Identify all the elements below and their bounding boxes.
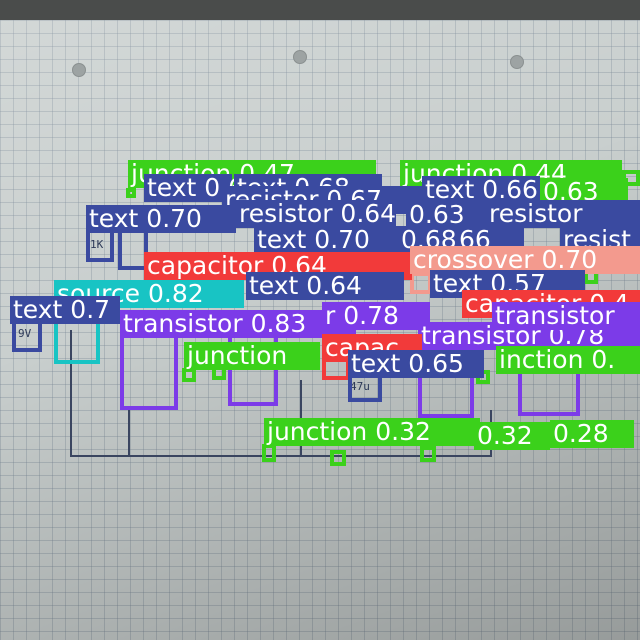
detection-label: 0.63	[406, 201, 486, 229]
detection-label: transistor	[492, 302, 640, 330]
transistor-box	[120, 330, 178, 410]
circuit-wire	[128, 410, 130, 455]
junction-box	[182, 368, 196, 382]
punch-hole	[293, 50, 307, 64]
detection-label: crossover 0.70	[410, 246, 640, 274]
handwritten-text: 47u	[350, 380, 370, 393]
junction-box	[420, 446, 436, 462]
detection-label: text 0.70	[254, 226, 412, 254]
junction-box	[126, 188, 136, 198]
detection-label: resistor 0.64	[236, 200, 396, 228]
detection-label: text 0.66	[422, 176, 540, 204]
detection-label: text 0.70	[86, 205, 236, 233]
detection-label: transistor 0.83	[120, 310, 356, 338]
handwritten-text: 9V	[18, 327, 32, 340]
detection-label: r 0.78	[322, 302, 430, 330]
punch-hole	[510, 55, 524, 69]
junction-box	[330, 450, 346, 466]
circuit-wire	[70, 330, 72, 457]
circuit-wire	[300, 380, 302, 455]
detection-label: junction	[184, 342, 320, 370]
detection-label: 0.32	[474, 422, 550, 450]
handwritten-text: 1K	[90, 238, 104, 251]
circuit-wire	[70, 455, 490, 457]
detection-label: inction 0.	[496, 346, 640, 374]
detection-label: text 0.7	[10, 296, 120, 324]
crossover-box	[410, 272, 432, 294]
detection-label: text 0.64	[246, 272, 404, 300]
junction-box	[262, 444, 276, 462]
detection-label: text 0.68	[144, 174, 260, 202]
detection-label: 0.28	[550, 420, 634, 448]
detection-label: junction 0.32	[264, 418, 480, 446]
text-box	[86, 228, 114, 262]
detection-label: resistor	[486, 200, 640, 228]
detection-label: text 0.65	[348, 350, 484, 378]
punch-hole	[72, 63, 86, 77]
